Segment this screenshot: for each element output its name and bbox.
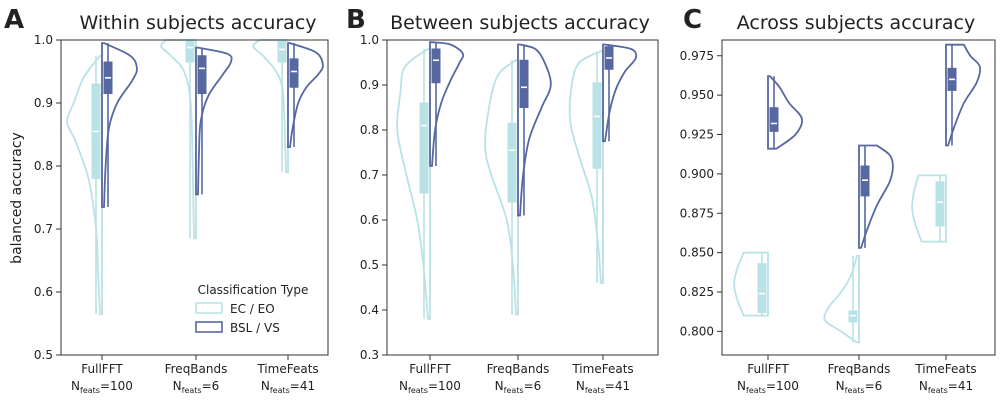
x-tick-label: FreqBands <box>828 362 891 376</box>
x-categories: FullFFT Nfeats=100 FreqBands Nfeats=6 TimeFe… <box>737 355 977 395</box>
legend-swatch-ec-eo <box>195 302 223 314</box>
panel-letter: B <box>346 5 366 35</box>
legend: Classification Type EC / EO BSL / VS <box>195 283 309 335</box>
y-tick-label: 0.875 <box>680 206 714 220</box>
panel-title: Between subjects accuracy <box>390 12 650 34</box>
violin-iqr-box <box>431 48 441 84</box>
violins <box>396 41 638 320</box>
legend-label-bsl-vs: BSL / VS <box>230 321 280 335</box>
violin-iqr-box <box>419 102 429 194</box>
axes-frame <box>386 39 659 356</box>
y-tick-label: 1.0 <box>360 33 379 47</box>
y-tick-label: 0.3 <box>360 348 379 362</box>
violin-iqr-box <box>757 263 767 313</box>
x-feature-count: Nfeats=6 <box>836 379 883 395</box>
legend-title: Classification Type <box>198 283 309 297</box>
x-tick-label: TimeFeats <box>914 362 976 376</box>
y-tick-label: 0.6 <box>360 213 379 227</box>
y-tick-label: 0.7 <box>360 168 379 182</box>
panel-title: Within subjects accuracy <box>79 12 316 34</box>
violin-iqr-box <box>197 55 207 95</box>
x-tick-label: TimeFeats <box>571 362 633 376</box>
legend-swatch-bsl-vs <box>195 321 223 333</box>
x-tick-label: FreqBands <box>487 362 550 376</box>
violins <box>733 43 982 344</box>
x-feature-count: Nfeats=100 <box>71 379 133 395</box>
y-tick-label: 0.9 <box>360 78 379 92</box>
y-tick-label: 0.6 <box>34 285 53 299</box>
y-tick-label: 0.8 <box>34 159 53 173</box>
x-tick-label: FreqBands <box>165 362 228 376</box>
panel-title: Across subjects accuracy <box>737 12 976 34</box>
y-tick-label: 0.7 <box>34 222 53 236</box>
axes-frame <box>60 39 329 356</box>
violin-shape <box>858 144 894 249</box>
y-tick-label: 0.5 <box>34 348 53 362</box>
violin-iqr-box <box>289 58 299 88</box>
x-categories: FullFFT Nfeats=100 FreqBands Nfeats=6 TimeFe… <box>71 355 319 395</box>
x-tick-label: FullFFT <box>81 362 123 376</box>
y-axis-label: balanced accuracy <box>9 132 25 264</box>
y-tick-label: 0.850 <box>680 246 714 260</box>
y-tick-label: 0.925 <box>680 128 714 142</box>
x-feature-count: Nfeats=100 <box>737 379 799 395</box>
y-tick-label: 0.825 <box>680 285 714 299</box>
y-tick-label: 0.4 <box>360 303 379 317</box>
violin-iqr-box <box>935 181 945 227</box>
x-feature-count: Nfeats=41 <box>919 379 973 395</box>
violins <box>66 39 324 315</box>
panel-b: B Between subjects accuracy 0.3 0.4 0.5 0.6… <box>346 5 659 395</box>
violin-iqr-box <box>519 59 529 108</box>
y-tick-label: 1.0 <box>34 33 53 47</box>
violin-shape <box>823 254 860 344</box>
x-feature-count: Nfeats=41 <box>576 379 630 395</box>
x-feature-count: Nfeats=6 <box>495 379 542 395</box>
y-tick-label: 0.5 <box>360 258 379 272</box>
x-categories: FullFFT Nfeats=100 FreqBands Nfeats=6 TimeFe… <box>399 355 634 395</box>
y-ticks: 0.800 0.825 0.850 0.875 0.900 0.925 0.950 0.975 <box>680 49 722 338</box>
violin-iqr-box <box>507 122 517 203</box>
panel-c: C Across subjects accuracy 0.8000.8250.8… <box>680 5 996 395</box>
x-tick-label: FullFFT <box>747 362 789 376</box>
y-tick-label: 0.900 <box>680 167 714 181</box>
panel-letter: A <box>4 5 24 35</box>
x-feature-count: Nfeats=100 <box>399 379 461 395</box>
y-tick-label: 0.950 <box>680 88 714 102</box>
x-feature-count: Nfeats=6 <box>173 379 220 395</box>
x-tick-label: TimeFeats <box>256 362 318 376</box>
y-tick-label: 0.800 <box>680 324 714 338</box>
panel-letter: C <box>683 5 702 35</box>
violin-iqr-box <box>277 40 287 63</box>
y-ticks: 0.3 0.4 0.5 0.6 0.7 0.8 0.9 1.0 <box>360 33 387 362</box>
panel-a: A Within subjects accuracy balanced accu… <box>4 5 329 395</box>
y-ticks: 0.5 0.6 0.7 0.8 0.9 1.0 <box>34 33 61 362</box>
violin-shape <box>945 43 982 147</box>
axes-frame <box>721 39 996 356</box>
violin-iqr-box <box>592 82 602 169</box>
x-feature-count: Nfeats=41 <box>261 379 315 395</box>
y-tick-label: 0.8 <box>360 123 379 137</box>
legend-label-ec-eo: EC / EO <box>230 302 275 316</box>
x-tick-label: FullFFT <box>409 362 451 376</box>
violin-shape <box>252 39 289 174</box>
y-tick-label: 0.975 <box>680 49 714 63</box>
y-tick-label: 0.9 <box>34 96 53 110</box>
violin-iqr-box <box>185 39 195 63</box>
violin-iqr-box <box>769 107 779 132</box>
